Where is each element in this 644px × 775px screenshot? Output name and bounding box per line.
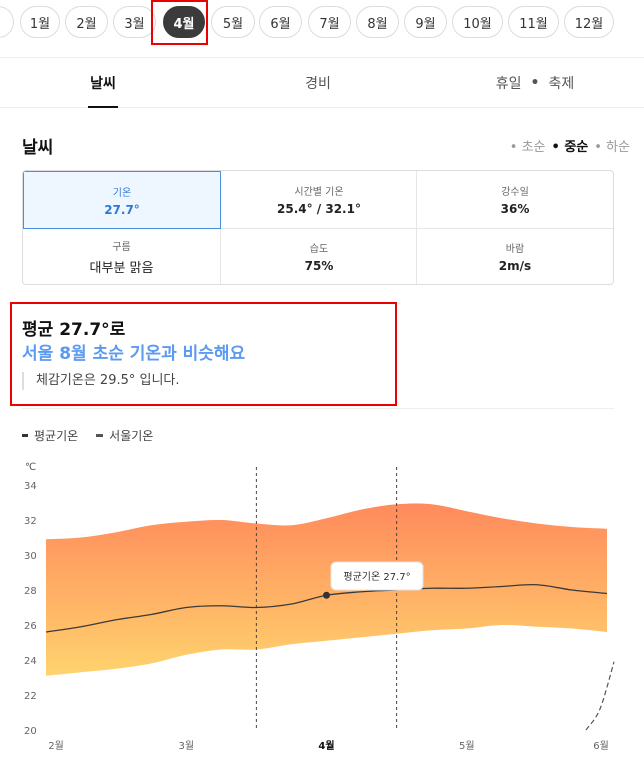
stat-value: 36%: [500, 202, 530, 216]
y-tick-label: 20: [24, 726, 37, 737]
summary-comparison: 서울 8월 초순 기온과 비슷해요: [22, 344, 246, 364]
y-tick-label: 30: [24, 551, 37, 562]
y-axis-unit: ℃: [25, 462, 36, 473]
summary-highlight: [10, 302, 397, 406]
x-tick-label: 4월: [318, 740, 334, 752]
grid-divider: [416, 171, 417, 284]
stat-value: 75%: [304, 259, 334, 273]
stat-wind[interactable]: 바람 2m/s: [417, 229, 613, 284]
selected-month-highlight: [151, 0, 208, 45]
y-tick-label: 34: [24, 481, 37, 492]
y-tick-label: 28: [24, 586, 37, 597]
temperature-range-band: [46, 503, 607, 676]
month-pill-7[interactable]: 7월: [308, 6, 351, 38]
legend-avg-label: 평균기온: [34, 429, 79, 443]
y-tick-label: 22: [24, 691, 37, 702]
stat-label: 습도: [309, 244, 329, 255]
temperature-chart: ℃ 34 32 30 28 26 24 22 20 평균기온 27.7° 2월 3월 4월 5월 6월: [24, 462, 615, 752]
period-late[interactable]: • 하순: [594, 140, 630, 155]
active-tab-underline: [88, 106, 118, 108]
tab-bar: 날씨 경비 휴일 • 축제: [0, 58, 644, 108]
grid-divider: [23, 228, 613, 229]
seoul-temperature-line: [585, 661, 615, 731]
month-pill-2[interactable]: 2월: [65, 6, 108, 38]
x-tick-label: 3월: [178, 740, 194, 752]
stat-temperature[interactable]: 기온 27.7°: [23, 171, 221, 229]
stat-label: 시간별 기온: [294, 187, 344, 198]
month-pill-6[interactable]: 6월: [259, 6, 302, 38]
stat-value: 27.7°: [104, 202, 140, 217]
month-selector: 1월 2월 3월 4월 5월 6월 7월 8월 9월 10월 11월 12월: [0, 0, 644, 58]
tab-holiday-festival[interactable]: 휴일 • 축제: [470, 58, 600, 108]
month-pill-5[interactable]: 5월: [211, 6, 255, 38]
stat-hourly-temp[interactable]: 시간별 기온 25.4° / 32.1°: [221, 171, 417, 228]
period-late-label: 하순: [606, 140, 630, 155]
current-point-marker: [323, 591, 330, 599]
tab-weather[interactable]: 날씨: [90, 76, 116, 92]
x-tick-label: 2월: [48, 740, 64, 752]
stat-label: 구름: [112, 241, 131, 253]
weather-stats-grid: 기온 27.7° 시간별 기온 25.4° / 32.1° 강수일 36% 구름…: [22, 170, 614, 285]
stat-cloud[interactable]: 구름 대부분 맑음: [23, 229, 220, 284]
period-mid[interactable]: • 중순: [551, 140, 589, 155]
tooltip-text: 평균기온 27.7°: [343, 571, 410, 583]
month-pill-9[interactable]: 9월: [404, 6, 447, 38]
x-tick-label: 5월: [459, 740, 475, 752]
month-pill-partial[interactable]: [0, 6, 14, 38]
stat-value: 25.4° / 32.1°: [277, 202, 361, 216]
period-selector: • 초순 • 중순 • 하순: [510, 136, 630, 155]
month-pill-12[interactable]: 12월: [564, 6, 614, 38]
stat-label: 강수일: [501, 187, 529, 198]
y-tick-label: 26: [24, 621, 37, 632]
summary-average: 평균 27.7°로: [22, 320, 126, 340]
stat-label: 기온: [112, 187, 132, 199]
period-early[interactable]: • 초순: [509, 140, 546, 155]
month-pill-10[interactable]: 10월: [452, 6, 503, 38]
period-early-label: 초순: [521, 140, 546, 155]
tab-separator: •: [530, 75, 540, 91]
y-tick-label: 32: [24, 516, 37, 527]
tab-cost[interactable]: 경비: [305, 76, 331, 92]
x-tick-label: 6월: [593, 740, 609, 752]
legend-solid-swatch: [22, 434, 28, 437]
month-pill-1[interactable]: 1월: [20, 6, 60, 38]
chart-legend: 평균기온 서울기온: [22, 427, 153, 444]
tooltip-box: [330, 561, 424, 591]
month-pill-3[interactable]: 3월: [113, 6, 156, 38]
tab-festival-label: 축제: [548, 76, 575, 92]
stat-value: 2m/s: [498, 259, 532, 273]
tab-holiday-label: 휴일: [495, 76, 522, 92]
stat-label: 바람: [505, 244, 525, 255]
summary-feels-like: 체감기온은 29.5° 입니다.: [22, 372, 180, 390]
stat-value: 대부분 맑음: [89, 260, 154, 276]
stat-rain-days[interactable]: 강수일 36%: [417, 171, 613, 228]
legend-dashed-swatch: [96, 434, 104, 437]
legend-seoul-label: 서울기온: [109, 429, 154, 443]
month-pill-8[interactable]: 8월: [356, 6, 399, 38]
section-divider: [22, 408, 614, 409]
stat-humidity[interactable]: 습도 75%: [221, 229, 417, 284]
period-mid-label: 중순: [564, 140, 589, 155]
y-tick-label: 24: [24, 656, 37, 667]
section-title: 날씨: [22, 138, 54, 158]
month-pill-4[interactable]: 4월: [163, 6, 205, 38]
month-pill-11[interactable]: 11월: [508, 6, 559, 38]
